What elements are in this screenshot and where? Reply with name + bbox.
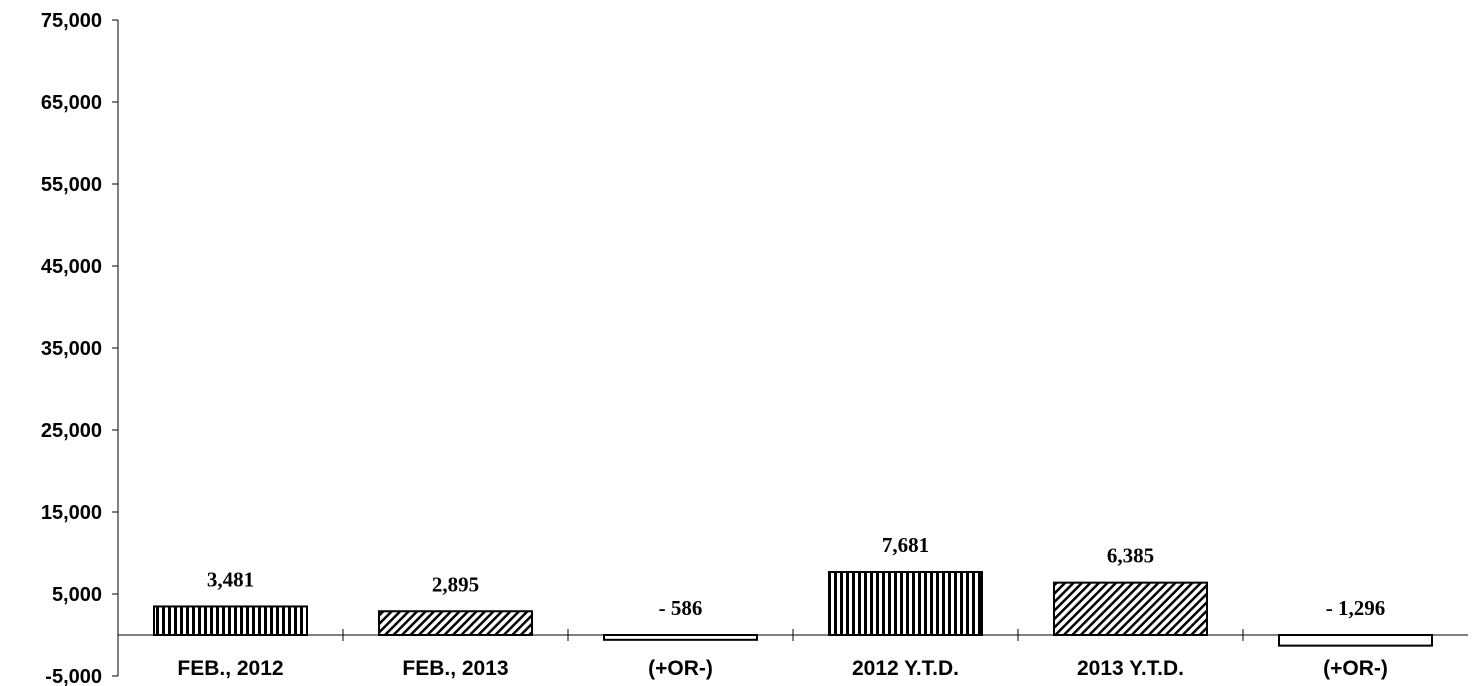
data-label: 7,681 xyxy=(882,533,929,557)
bar xyxy=(828,571,983,637)
data-label: 6,385 xyxy=(1107,544,1154,568)
axes xyxy=(112,19,1468,677)
bar xyxy=(1053,581,1208,637)
y-tick-label: 35,000 xyxy=(41,338,102,360)
bar xyxy=(153,605,308,637)
y-tick-label: 65,000 xyxy=(41,92,102,114)
data-label: 3,481 xyxy=(207,567,254,591)
category-label: 2012 Y.T.D. xyxy=(852,657,959,680)
category-label: (+OR-) xyxy=(648,657,713,680)
category-label: 2013 Y.T.D. xyxy=(1077,657,1184,680)
data-label: - 586 xyxy=(659,596,703,620)
bar xyxy=(603,634,758,641)
category-label: FEB., 2013 xyxy=(402,657,508,680)
bar xyxy=(378,610,533,636)
y-tick-label: 15,000 xyxy=(41,502,102,524)
bars xyxy=(153,571,1433,647)
labels: 75,000 65,000 55,000 45,000 35,000 25,000 15,0… xyxy=(41,10,1388,686)
data-label: - 1,296 xyxy=(1326,596,1386,620)
y-tick-label: 25,000 xyxy=(41,420,102,442)
y-tick-label: 45,000 xyxy=(41,256,102,278)
y-tick-label: 75,000 xyxy=(41,10,102,32)
bar xyxy=(1278,634,1433,647)
category-label: FEB., 2012 xyxy=(177,657,283,680)
category-label: (+OR-) xyxy=(1323,657,1388,680)
y-tick-label: 55,000 xyxy=(41,174,102,196)
y-tick-label: -5,000 xyxy=(45,666,102,686)
y-tick-label: 5,000 xyxy=(52,584,102,606)
data-label: 2,895 xyxy=(432,572,479,596)
